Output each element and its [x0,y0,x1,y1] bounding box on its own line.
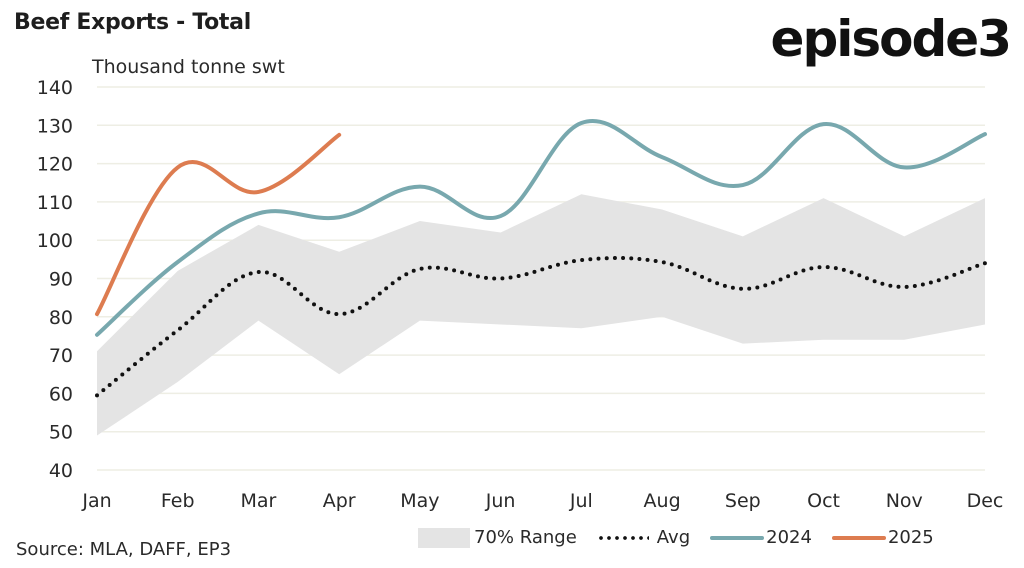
x-tick-label: Oct [807,490,840,512]
x-tick-label: Jul [569,490,593,512]
x-tick-label: Dec [967,490,1004,512]
legend-item-range: 70% Range [418,527,577,548]
legend-item-avg: Avg [596,527,691,548]
y-tick-label: 110 [37,192,73,214]
y-tick-label: 40 [49,460,73,482]
legend: 70% Range Avg 2024 2025 [418,527,954,548]
y-tick-label: 100 [37,230,73,252]
legend-label-avg: Avg [656,527,691,548]
legend-label-range: 70% Range [474,527,577,548]
x-tick-label: Aug [644,490,681,512]
y-tick-label: 120 [37,154,73,176]
x-tick-label: Jun [485,490,516,512]
y-tick-label: 80 [49,307,73,329]
x-axis-ticks: Jan Feb Mar Apr May Jun Jul Aug Sep Oct Nov Dec [81,490,1003,512]
x-tick-label: Feb [161,490,195,512]
y-axis-unit-label: Thousand tonne swt [92,56,285,78]
y-tick-label: 70 [49,345,73,367]
y-tick-label: 60 [49,383,73,405]
y-tick-label: 130 [37,115,73,137]
range-70pct-band [97,194,985,436]
range-swatch [418,527,470,548]
chart-title: Beef Exports - Total [14,10,251,35]
x-tick-label: Sep [725,490,761,512]
y-tick-label: 50 [49,422,73,444]
x-tick-label: Mar [241,490,277,512]
series-line-2024 [95,119,987,337]
episode3-logo: episode3 [770,10,1012,68]
legend-label-2025: 2025 [887,527,934,548]
x-tick-label: Nov [886,490,923,512]
y-axis-ticks: 140 130 120 110 100 90 80 70 60 50 40 [37,77,73,482]
legend-item-2024: 2024 [710,527,812,548]
series-2024-swatch [710,535,765,540]
series-line-avg [95,256,987,398]
series-lines [95,119,987,398]
y-tick-label: 140 [37,77,73,99]
series-2025-swatch [831,535,886,540]
x-tick-label: Jan [81,490,111,512]
legend-item-2025: 2025 [831,527,934,548]
avg-swatch [596,535,649,540]
range-band [97,194,985,436]
x-tick-label: Apr [323,490,356,512]
source-note: Source: MLA, DAFF, EP3 [16,539,232,560]
y-tick-label: 90 [49,269,73,291]
series-line-2025 [95,132,342,317]
legend-label-2024: 2024 [766,527,812,548]
x-tick-label: May [400,490,439,512]
